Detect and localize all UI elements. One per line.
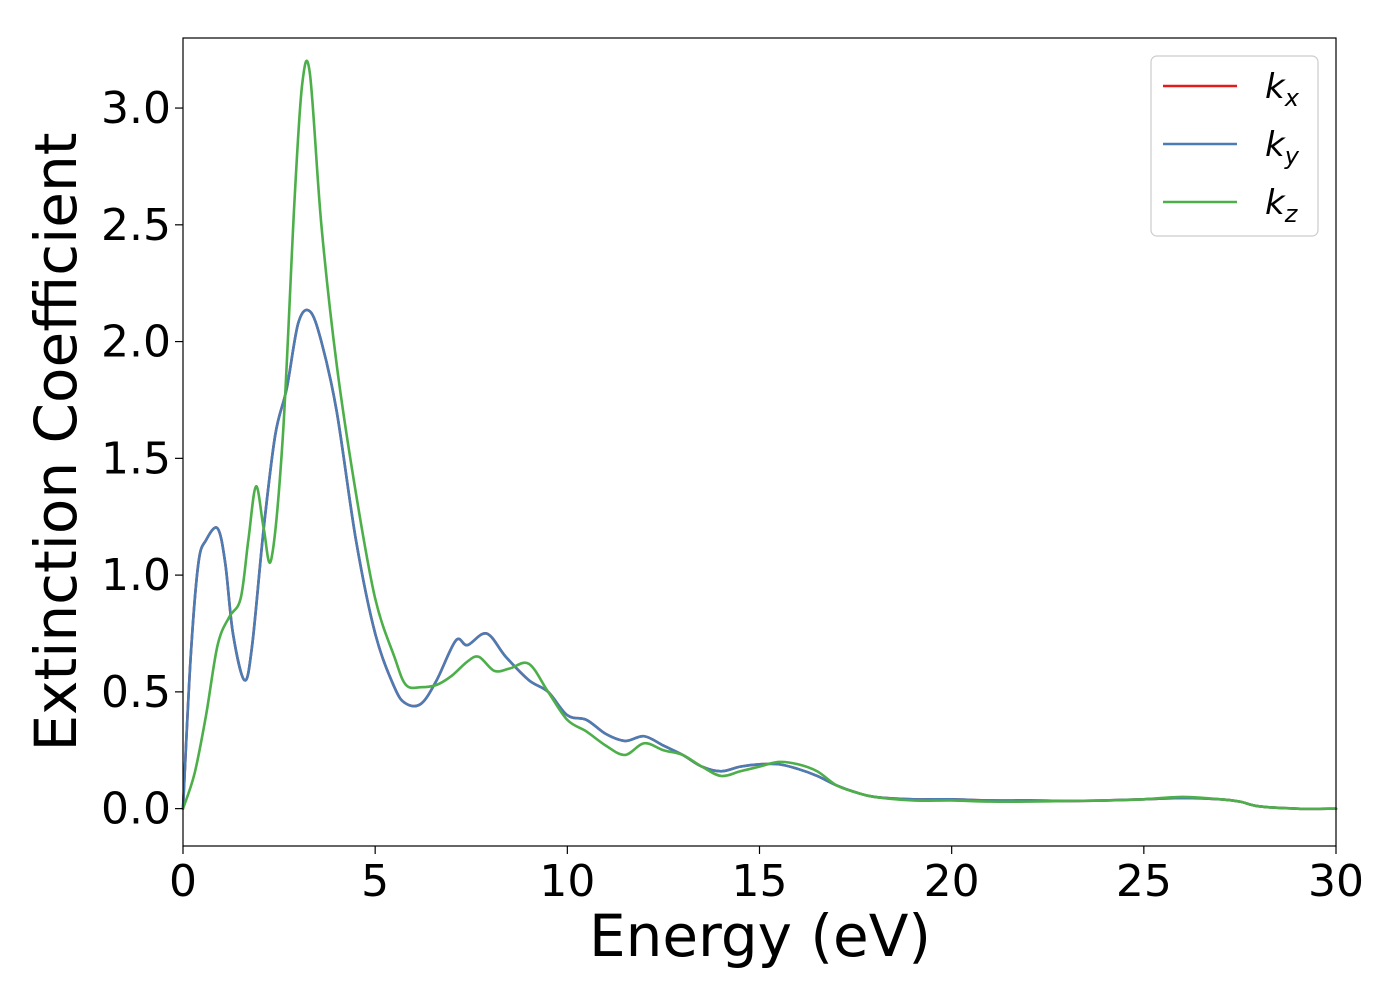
x-tick-label: 15 xyxy=(732,856,788,907)
y-tick-label: 2.5 xyxy=(101,200,171,251)
y-tick-label: 2.0 xyxy=(101,317,171,368)
legend: kx ky kz xyxy=(1150,55,1319,237)
x-tick-label: 30 xyxy=(1308,856,1364,907)
x-axis-label: Energy (eV) xyxy=(589,902,931,970)
y-axis-label: Extinction Coefficient xyxy=(22,133,90,752)
series-layer xyxy=(181,59,1338,811)
plot-background xyxy=(183,38,1336,846)
y-tick-label: 0.5 xyxy=(101,667,171,718)
x-tick-label: 0 xyxy=(169,856,197,907)
x-tick-label: 10 xyxy=(539,856,595,907)
y-tick-label: 1.0 xyxy=(101,550,171,601)
x-tick-label: 20 xyxy=(924,856,980,907)
axes-layer: 0 5 10 15 20 25 30 0.0 0.5 1.0 1.5 2.0 2.5 3.0 xyxy=(101,37,1364,907)
y-tick-label: 1.5 xyxy=(101,433,171,484)
x-tick-label: 5 xyxy=(361,856,389,907)
legend-label-ky: ky xyxy=(1265,125,1300,170)
y-tick-label: 0.0 xyxy=(101,784,171,835)
y-tick-label: 3.0 xyxy=(101,83,171,134)
series-line-kz xyxy=(181,59,1338,811)
plot-area xyxy=(183,38,1336,846)
legend-label-kz: kz xyxy=(1265,183,1299,228)
x-tick-label: 25 xyxy=(1116,856,1172,907)
legend-label-kx: kx xyxy=(1265,67,1300,112)
legend-box xyxy=(1150,55,1319,237)
